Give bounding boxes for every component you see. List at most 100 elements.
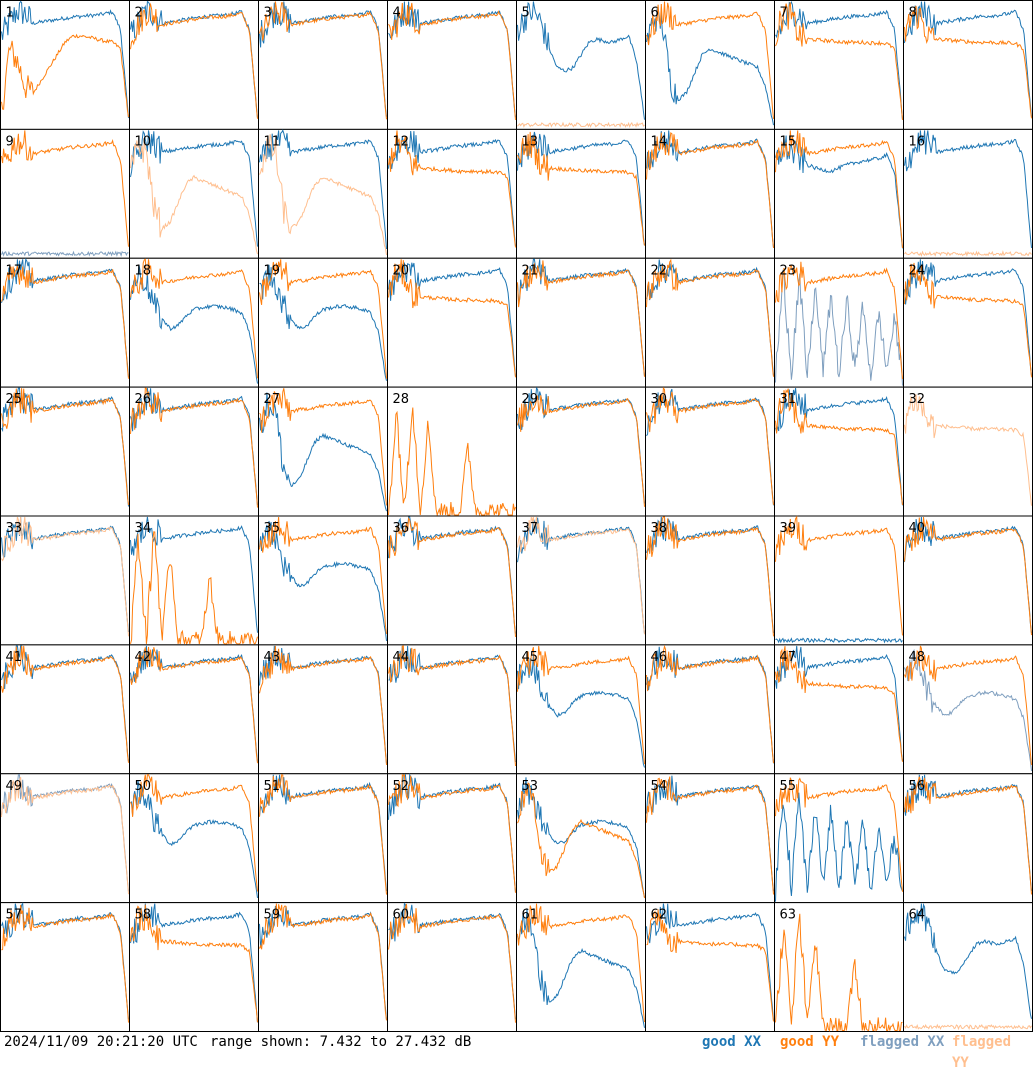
panel-31: 31 bbox=[774, 386, 904, 517]
panel-label: 44 bbox=[393, 650, 410, 665]
panel-label: 42 bbox=[135, 650, 152, 665]
panel-label: 2 bbox=[135, 6, 143, 21]
panel-label: 25 bbox=[6, 392, 23, 407]
series-yy-16 bbox=[904, 250, 1032, 257]
series-yy-15 bbox=[775, 130, 903, 249]
panel-36: 36 bbox=[387, 515, 517, 646]
series-xx-5 bbox=[517, 1, 645, 120]
panel-frame bbox=[903, 644, 1033, 775]
panel-frame bbox=[387, 257, 517, 388]
series-yy-46 bbox=[646, 644, 774, 764]
panel-frame bbox=[774, 386, 904, 517]
series-xx-18 bbox=[130, 264, 258, 384]
legend-good-yy: good YY bbox=[780, 1034, 840, 1050]
panel-17: 17 bbox=[0, 257, 130, 388]
series-xx-35 bbox=[259, 520, 387, 641]
series-xx-6 bbox=[646, 7, 774, 126]
series-yy-33 bbox=[1, 516, 129, 637]
series-xx-22 bbox=[646, 259, 774, 376]
panel-label: 1 bbox=[6, 6, 14, 21]
panel-label: 35 bbox=[264, 521, 281, 536]
series-xx-34 bbox=[130, 516, 258, 633]
panel-label: 46 bbox=[651, 650, 668, 665]
series-xx-16 bbox=[904, 130, 1032, 248]
series-yy-31 bbox=[775, 388, 903, 506]
panel-frame bbox=[0, 0, 130, 130]
panel-23: 23 bbox=[774, 257, 904, 388]
panel-label: 48 bbox=[909, 650, 926, 665]
series-xx-54 bbox=[646, 775, 774, 892]
series-yy-44 bbox=[388, 645, 516, 767]
panel-label: 27 bbox=[264, 392, 281, 407]
series-xx-48 bbox=[904, 648, 1032, 771]
series-xx-45 bbox=[517, 655, 645, 768]
panel-label: 28 bbox=[393, 392, 410, 407]
panel-label: 3 bbox=[264, 6, 272, 21]
timestamp: 2024/11/09 20:21:20 UTC bbox=[4, 1034, 198, 1050]
panel-frame bbox=[129, 902, 259, 1032]
panel-label: 18 bbox=[135, 263, 152, 278]
series-xx-3 bbox=[259, 1, 387, 117]
panel-label: 32 bbox=[909, 392, 926, 407]
panel-43: 43 bbox=[258, 644, 388, 775]
series-yy-6 bbox=[646, 1, 774, 119]
panel-frame bbox=[129, 257, 259, 388]
series-yy-43 bbox=[259, 645, 387, 765]
panel-35: 35 bbox=[258, 515, 388, 646]
panel-label: 17 bbox=[6, 263, 23, 278]
panel-26: 26 bbox=[129, 386, 259, 517]
series-yy-18 bbox=[130, 258, 258, 379]
panel-10: 10 bbox=[129, 128, 259, 259]
series-yy-3 bbox=[259, 1, 387, 120]
series-yy-4 bbox=[388, 2, 516, 120]
series-yy-59 bbox=[259, 903, 387, 1021]
panel-label: 36 bbox=[393, 521, 410, 536]
series-xx-50 bbox=[130, 780, 258, 898]
panel-label: 51 bbox=[264, 779, 281, 794]
panel-13: 13 bbox=[516, 128, 646, 259]
series-xx-24 bbox=[904, 259, 1032, 376]
series-yy-36 bbox=[388, 516, 516, 637]
panel-frame bbox=[258, 902, 388, 1032]
panel-label: 6 bbox=[651, 6, 659, 21]
panel-57: 57 bbox=[0, 902, 130, 1032]
panel-54: 54 bbox=[645, 773, 775, 904]
panel-label: 39 bbox=[780, 521, 797, 536]
panel-5: 5 bbox=[516, 0, 646, 130]
panel-58: 58 bbox=[129, 902, 259, 1032]
panel-frame bbox=[516, 0, 646, 130]
panel-label: 50 bbox=[135, 779, 152, 794]
panel-29: 29 bbox=[516, 386, 646, 517]
series-xx-10 bbox=[130, 130, 258, 247]
panel-label: 57 bbox=[6, 908, 23, 923]
series-yy-58 bbox=[130, 904, 258, 1023]
panel-label: 49 bbox=[6, 779, 23, 794]
panel-label: 29 bbox=[522, 392, 539, 407]
series-yy-19 bbox=[259, 259, 387, 379]
panel-label: 33 bbox=[6, 521, 23, 536]
panel-label: 47 bbox=[780, 650, 797, 665]
panel-frame bbox=[774, 515, 904, 646]
panel-label: 8 bbox=[909, 6, 917, 21]
panel-46: 46 bbox=[645, 644, 775, 775]
series-yy-53 bbox=[517, 782, 645, 899]
series-yy-39 bbox=[775, 515, 903, 636]
panel-62: 62 bbox=[645, 902, 775, 1032]
series-xx-44 bbox=[388, 645, 516, 763]
series-yy-64 bbox=[904, 1023, 1032, 1031]
panel-56: 56 bbox=[903, 773, 1033, 904]
series-yy-14 bbox=[646, 131, 774, 249]
panel-44: 44 bbox=[387, 644, 517, 775]
panel-frame bbox=[774, 128, 904, 259]
panel-frame bbox=[258, 257, 388, 388]
panel-21: 21 bbox=[516, 257, 646, 388]
panel-18: 18 bbox=[129, 257, 259, 388]
series-yy-51 bbox=[259, 774, 387, 895]
series-xx-15 bbox=[775, 135, 903, 249]
series-xx-42 bbox=[130, 645, 258, 762]
series-yy-12 bbox=[388, 130, 516, 248]
panel-3: 3 bbox=[258, 0, 388, 130]
series-yy-9 bbox=[1, 130, 129, 247]
panel-label: 38 bbox=[651, 521, 668, 536]
series-yy-63 bbox=[775, 913, 903, 1032]
